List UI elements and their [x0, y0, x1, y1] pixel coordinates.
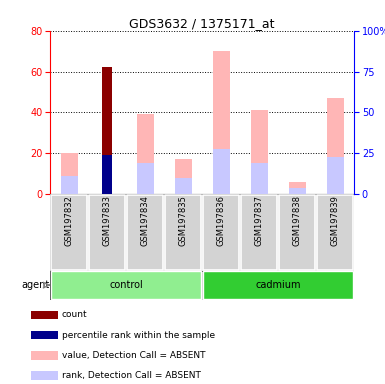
Text: count: count: [62, 310, 87, 319]
Text: GSM197835: GSM197835: [179, 195, 187, 246]
Bar: [174, 178, 192, 194]
Bar: [102, 155, 112, 194]
Bar: [165, 195, 201, 270]
Bar: [137, 163, 154, 194]
Text: GSM197837: GSM197837: [254, 195, 264, 247]
Bar: [251, 163, 268, 194]
Bar: [60, 175, 78, 194]
Bar: [241, 195, 278, 270]
Bar: [326, 157, 344, 194]
Text: GSM197834: GSM197834: [141, 195, 150, 246]
Bar: [89, 195, 126, 270]
Bar: [137, 114, 154, 194]
Bar: [51, 195, 87, 270]
Bar: [203, 195, 239, 270]
Bar: [60, 153, 78, 194]
Text: GSM197833: GSM197833: [102, 195, 112, 247]
Text: rank, Detection Call = ABSENT: rank, Detection Call = ABSENT: [62, 371, 201, 380]
Bar: [31, 351, 58, 359]
Text: GSM197838: GSM197838: [293, 195, 302, 247]
Text: cadmium: cadmium: [255, 280, 301, 290]
Bar: [213, 149, 230, 194]
Bar: [203, 271, 353, 299]
Bar: [251, 110, 268, 194]
Text: GSM197839: GSM197839: [331, 195, 340, 246]
Bar: [279, 195, 315, 270]
Text: GSM197832: GSM197832: [65, 195, 74, 246]
Bar: [174, 159, 192, 194]
Text: percentile rank within the sample: percentile rank within the sample: [62, 331, 215, 339]
Bar: [289, 188, 306, 194]
Text: control: control: [109, 280, 143, 290]
Bar: [31, 331, 58, 339]
Bar: [326, 98, 344, 194]
Bar: [51, 271, 201, 299]
Title: GDS3632 / 1375171_at: GDS3632 / 1375171_at: [129, 17, 275, 30]
Bar: [289, 182, 306, 194]
Bar: [102, 68, 112, 194]
Bar: [31, 371, 58, 380]
Text: GSM197836: GSM197836: [217, 195, 226, 247]
Bar: [127, 195, 163, 270]
Bar: [317, 195, 353, 270]
Bar: [213, 51, 230, 194]
Text: agent: agent: [21, 280, 49, 290]
Bar: [31, 311, 58, 319]
Text: value, Detection Call = ABSENT: value, Detection Call = ABSENT: [62, 351, 205, 360]
